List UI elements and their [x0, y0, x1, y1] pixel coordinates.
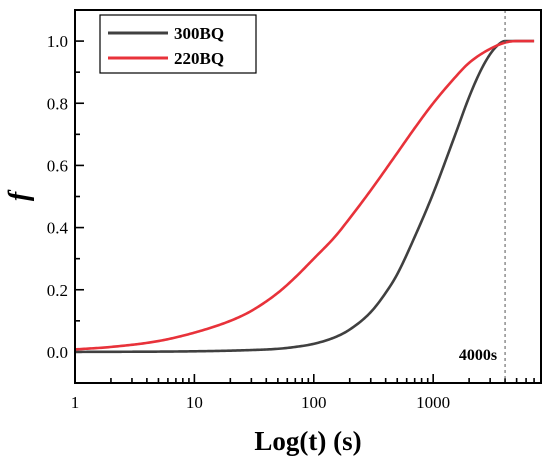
plot-frame [74, 9, 542, 384]
series-line-300bq [74, 39, 535, 354]
x-tick-label: 1 [71, 393, 80, 412]
x-tick-label: 100 [301, 393, 327, 412]
legend-label-220bq: 220BQ [174, 49, 224, 68]
x-tick-label: 1000 [416, 393, 450, 412]
legend-box [99, 14, 257, 74]
y-tick-label: 0.4 [47, 219, 69, 238]
y-tick-label: 0.6 [47, 156, 68, 175]
y-axis-title: f [4, 189, 35, 201]
y-tick-label: 1.0 [47, 32, 68, 51]
y-tick-label: 0.8 [47, 94, 68, 113]
y-tick-label: 0.0 [47, 343, 68, 362]
tick-labels-layer: 1 10 100 1000 0.0 0.2 0.4 0.6 0.8 1.0 [47, 32, 450, 412]
x-tick-label: 10 [186, 393, 203, 412]
series-line-220bq [74, 39, 535, 351]
curves-layer [74, 39, 535, 354]
annotation-4000s: 4000s [459, 347, 497, 364]
legend-label-300bq: 300BQ [174, 24, 224, 43]
legend: 300BQ 220BQ [99, 14, 257, 74]
x-axis-title: Log(t) (s) [254, 426, 361, 456]
y-tick-label: 0.2 [47, 281, 68, 300]
